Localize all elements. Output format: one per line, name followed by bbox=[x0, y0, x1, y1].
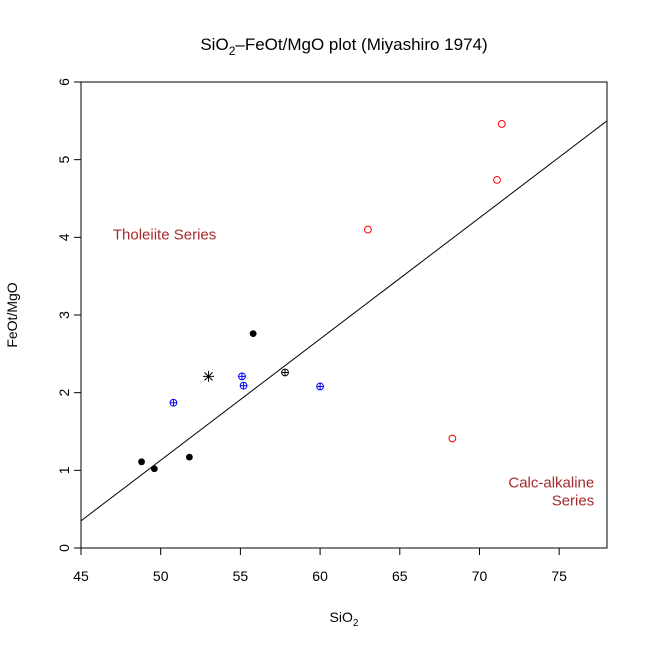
x-tick-label: 60 bbox=[312, 568, 328, 584]
data-point bbox=[497, 120, 506, 128]
data-point bbox=[281, 368, 289, 377]
data-point bbox=[138, 458, 145, 466]
data-point bbox=[239, 381, 248, 390]
x-tick-label: 65 bbox=[392, 568, 408, 584]
y-tick-label: 1 bbox=[56, 466, 72, 474]
x-tick-label: 50 bbox=[153, 568, 169, 584]
data-point bbox=[238, 372, 246, 381]
x-axis-label: SiO2 bbox=[330, 609, 359, 629]
y-tick-label: 0 bbox=[56, 544, 72, 552]
data-point bbox=[249, 330, 257, 338]
y-tick-label: 2 bbox=[56, 389, 72, 397]
x-tick-label: 75 bbox=[551, 568, 567, 584]
data-point bbox=[150, 465, 158, 473]
y-tick-label: 6 bbox=[56, 78, 72, 86]
y-tick-label: 5 bbox=[56, 156, 72, 164]
data-point bbox=[316, 382, 324, 391]
x-tick-label: 70 bbox=[472, 568, 488, 584]
y-tick-label: 3 bbox=[56, 311, 72, 319]
annotation-label: Series bbox=[552, 492, 595, 509]
x-tick-label: 55 bbox=[233, 568, 249, 584]
y-axis-label: FeOt/MgO bbox=[4, 282, 20, 347]
data-point bbox=[448, 434, 457, 443]
data-point bbox=[364, 225, 372, 234]
annotation-label: Calc-alkaline bbox=[508, 474, 594, 491]
x-axis: 45 50 55 60 65 70 75 bbox=[73, 548, 567, 584]
discrimination-line bbox=[81, 120, 607, 522]
data-point bbox=[493, 175, 501, 184]
data-point bbox=[169, 398, 178, 407]
data-point bbox=[203, 370, 215, 382]
y-axis: 0 1 2 3 4 5 6 bbox=[56, 78, 81, 552]
x-tick-label: 45 bbox=[73, 568, 89, 584]
annotation-label: Tholeiite Series bbox=[113, 227, 216, 244]
y-tick-label: 4 bbox=[56, 233, 72, 241]
data-point bbox=[185, 453, 193, 461]
chart-title: SiO2–FeOt/MgO plot (Miyashiro 1974) bbox=[200, 35, 487, 58]
